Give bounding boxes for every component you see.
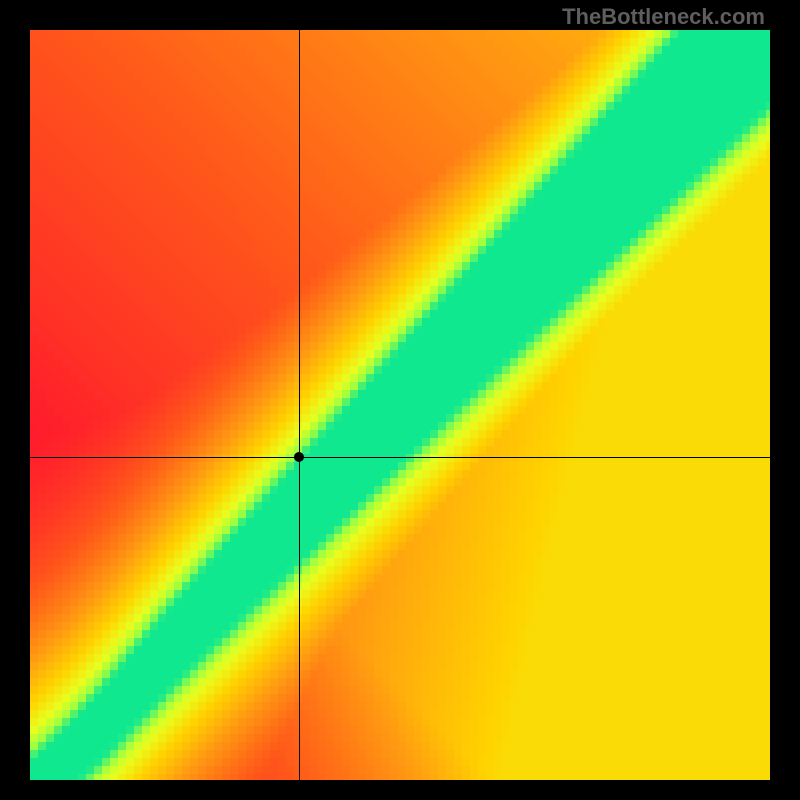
heatmap-canvas [30,30,770,780]
crosshair-vertical [299,30,300,780]
watermark-text: TheBottleneck.com [562,4,765,30]
crosshair-horizontal [30,457,770,458]
crosshair-marker [294,452,304,462]
chart-frame: TheBottleneck.com [0,0,800,800]
heatmap-plot [30,30,770,780]
